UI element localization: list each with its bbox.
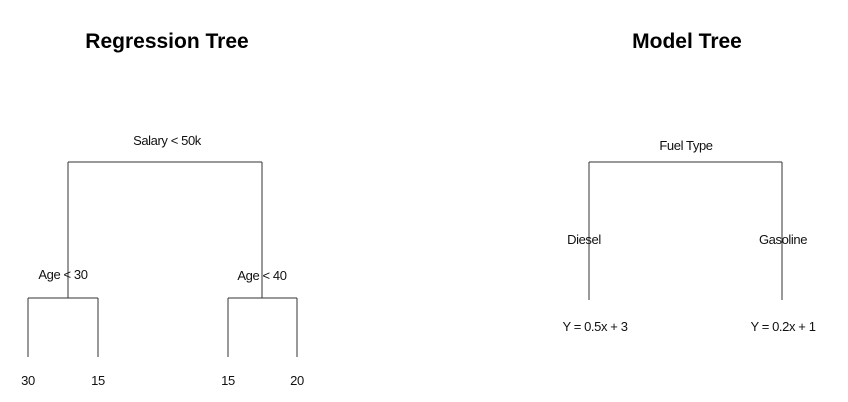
- leaf-2-value: 15: [91, 373, 105, 388]
- leaf-1-value: 30: [21, 373, 35, 388]
- model-tree-title: Model Tree: [632, 30, 742, 53]
- model-tree-panel: Model Tree Fuel Type Diesel Gasoline Y =…: [424, 0, 848, 402]
- regression-tree-title: Regression Tree: [85, 30, 249, 53]
- leaf-3-value: 15: [221, 373, 235, 388]
- gasoline-leaf-model: Y = 0.2x + 1: [750, 319, 815, 334]
- gasoline-branch-label: Gasoline: [759, 232, 807, 247]
- model-tree-diagram: Fuel Type Diesel Gasoline Y = 0.5x + 3 Y…: [562, 138, 816, 334]
- root-split-label: Salary < 50k: [133, 133, 202, 148]
- left-split-label: Age < 30: [38, 267, 87, 282]
- regression-tree-panel: Regression Tree Salary < 50k Age < 30 30…: [21, 30, 304, 388]
- diesel-branch-label: Diesel: [567, 232, 601, 247]
- leaf-4-value: 20: [290, 373, 304, 388]
- right-split-label: Age < 40: [237, 268, 286, 283]
- regression-tree-diagram: Salary < 50k Age < 30 30 15 Age < 40 15 …: [21, 133, 304, 388]
- model-root-split-label: Fuel Type: [659, 138, 712, 153]
- diesel-leaf-model: Y = 0.5x + 3: [562, 319, 627, 334]
